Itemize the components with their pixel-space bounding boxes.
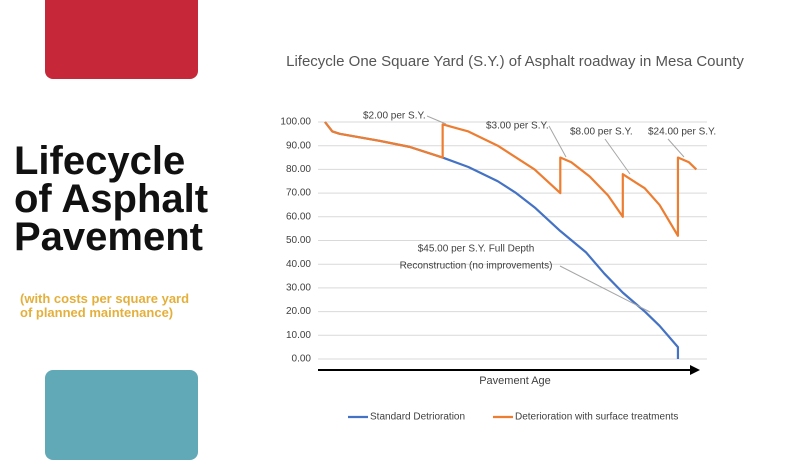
annotation: $45.00 per S.Y. Full Depth xyxy=(418,244,535,255)
x-axis-arrow xyxy=(690,365,700,375)
y-tick-label: 80.00 xyxy=(286,164,311,175)
legend-label: Standard Detrioration xyxy=(370,412,465,423)
y-tick-label: 90.00 xyxy=(286,140,311,151)
y-tick-label: 40.00 xyxy=(286,259,311,270)
y-tick-label: 60.00 xyxy=(286,211,311,222)
annotation: $24.00 per S.Y. xyxy=(648,127,716,138)
title-line: Lifecycle xyxy=(14,139,186,183)
decor-block xyxy=(45,370,198,460)
chart: Lifecycle One Square Yard (S.Y.) of Asph… xyxy=(280,53,744,423)
y-tick-label: 10.00 xyxy=(286,330,311,341)
y-tick-label: 100.00 xyxy=(280,117,311,128)
x-axis-label: Pavement Age xyxy=(479,375,551,387)
title-line: Pavement xyxy=(14,215,203,259)
title-line: of Asphalt xyxy=(14,177,209,221)
annotation-leader xyxy=(548,125,567,158)
chart-title: Lifecycle One Square Yard (S.Y.) of Asph… xyxy=(286,53,744,70)
annotation: $3.00 per S.Y. xyxy=(486,121,549,132)
legend-label: Deterioration with surface treatments xyxy=(515,412,678,423)
slide: Lifecycle of Asphalt Pavement (with cost… xyxy=(14,0,744,460)
y-tick-label: 50.00 xyxy=(286,235,311,246)
subtitle-line: (with costs per square yard xyxy=(20,291,190,306)
slide-subtitle: (with costs per square yard of planned m… xyxy=(20,292,189,320)
y-tick-label: 30.00 xyxy=(286,283,311,294)
annotation: $8.00 per S.Y. xyxy=(570,127,633,138)
annotation: Reconstruction (no improvements) xyxy=(400,261,553,272)
series-line xyxy=(324,121,698,237)
annotation-leader xyxy=(426,115,447,125)
decor-block xyxy=(45,0,198,79)
y-tick-label: 70.00 xyxy=(286,188,311,199)
y-tick-label: 0.00 xyxy=(292,354,312,365)
annotation-leader xyxy=(604,138,631,175)
annotation: $2.00 per S.Y. xyxy=(363,111,426,122)
annotation-leader xyxy=(559,265,651,313)
subtitle-line: of planned maintenance) xyxy=(20,305,174,320)
y-tick-label: 20.00 xyxy=(286,306,311,317)
annotation-leader xyxy=(667,138,685,158)
slide-title: Lifecycle of Asphalt Pavement xyxy=(14,139,209,259)
